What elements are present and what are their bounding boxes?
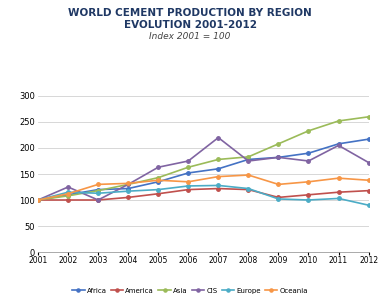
Africa xyxy=(336,142,341,146)
Oceania xyxy=(246,173,251,177)
Europe xyxy=(126,189,130,193)
Oceania xyxy=(36,198,40,202)
Africa xyxy=(216,167,221,171)
America xyxy=(246,188,251,191)
Asia xyxy=(246,155,251,159)
Oceania xyxy=(186,180,190,184)
America xyxy=(216,187,221,190)
Line: Asia: Asia xyxy=(36,115,370,202)
Line: America: America xyxy=(36,187,370,202)
CIS xyxy=(366,161,371,164)
America xyxy=(156,192,160,196)
CIS xyxy=(336,144,341,147)
Asia xyxy=(156,176,160,179)
Line: Europe: Europe xyxy=(36,184,370,207)
Asia xyxy=(186,165,190,169)
Text: EVOLUTION 2001-2012: EVOLUTION 2001-2012 xyxy=(124,20,256,29)
CIS xyxy=(36,198,40,202)
Africa xyxy=(126,187,130,190)
Asia xyxy=(276,142,281,146)
Oceania xyxy=(216,175,221,178)
Line: Africa: Africa xyxy=(36,137,370,202)
CIS xyxy=(96,198,100,202)
CIS xyxy=(66,185,70,189)
Europe xyxy=(156,188,160,191)
Asia xyxy=(96,189,100,192)
America xyxy=(36,198,40,202)
America xyxy=(336,190,341,194)
Asia xyxy=(366,115,371,119)
Europe xyxy=(216,184,221,187)
Europe xyxy=(246,187,251,190)
America xyxy=(96,198,100,202)
Europe xyxy=(276,197,281,201)
Asia xyxy=(216,158,221,161)
Africa xyxy=(96,188,100,191)
Africa xyxy=(186,171,190,175)
CIS xyxy=(216,136,221,140)
Europe xyxy=(336,196,341,200)
Text: Index 2001 = 100: Index 2001 = 100 xyxy=(149,32,231,41)
CIS xyxy=(246,159,251,163)
Africa xyxy=(66,193,70,196)
Europe xyxy=(36,198,40,202)
CIS xyxy=(276,156,281,159)
Africa xyxy=(156,180,160,184)
Oceania xyxy=(366,178,371,182)
CIS xyxy=(186,159,190,163)
America xyxy=(186,188,190,191)
America xyxy=(66,198,70,202)
Legend: Africa, America, Asia, CIS, Europe, Oceania: Africa, America, Asia, CIS, Europe, Ocea… xyxy=(72,287,308,293)
Asia xyxy=(126,183,130,186)
Asia xyxy=(306,129,311,133)
Oceania xyxy=(156,178,160,182)
CIS xyxy=(156,165,160,169)
Africa xyxy=(276,156,281,159)
Europe xyxy=(186,184,190,188)
Asia xyxy=(66,194,70,198)
Europe xyxy=(366,203,371,207)
Europe xyxy=(96,191,100,195)
America xyxy=(306,193,311,196)
Text: WORLD CEMENT PRODUCTION BY REGION: WORLD CEMENT PRODUCTION BY REGION xyxy=(68,8,312,17)
Asia xyxy=(36,198,40,202)
Line: CIS: CIS xyxy=(36,136,370,202)
Oceania xyxy=(276,183,281,186)
Europe xyxy=(66,190,70,194)
Oceania xyxy=(306,180,311,184)
Europe xyxy=(306,198,311,202)
America xyxy=(276,196,281,199)
Africa xyxy=(366,137,371,141)
Oceania xyxy=(66,192,70,196)
America xyxy=(366,189,371,192)
Oceania xyxy=(96,183,100,186)
Oceania xyxy=(126,182,130,185)
Africa xyxy=(36,198,40,202)
Oceania xyxy=(336,176,341,180)
CIS xyxy=(126,183,130,186)
America xyxy=(126,196,130,199)
Africa xyxy=(246,158,251,161)
Line: Oceania: Oceania xyxy=(36,173,370,202)
CIS xyxy=(306,159,311,163)
Asia xyxy=(336,119,341,123)
Africa xyxy=(306,152,311,155)
